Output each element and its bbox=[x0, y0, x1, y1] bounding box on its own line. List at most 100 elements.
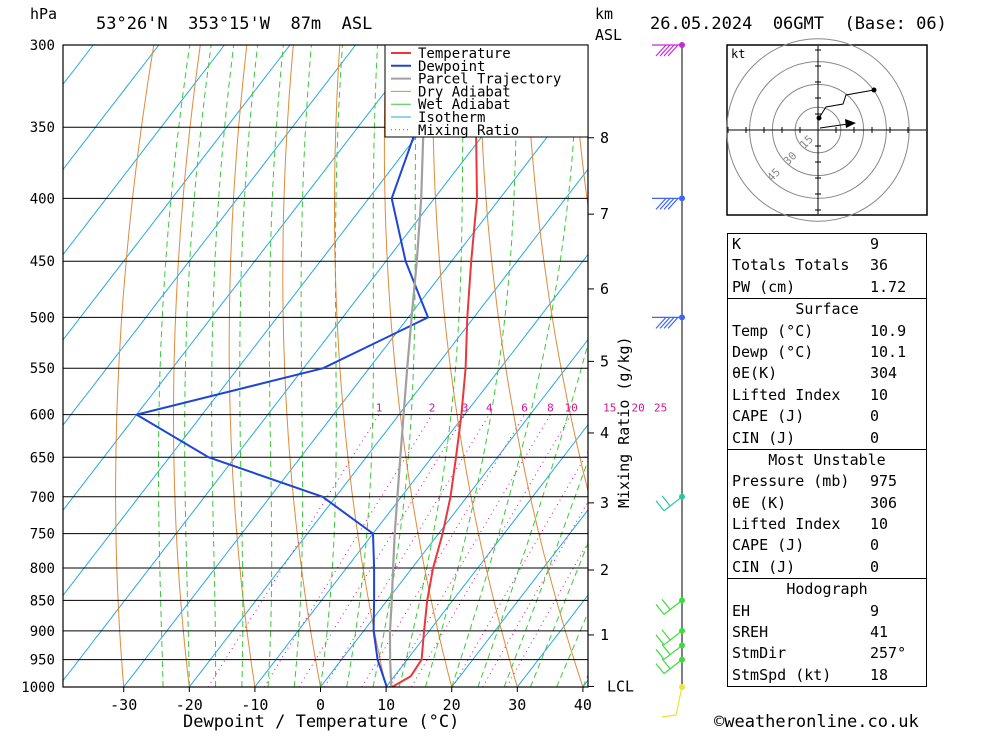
height-tick-label: 1 bbox=[600, 626, 609, 644]
x-tick-label: -30 bbox=[110, 696, 137, 714]
stat-row: θE (K)306 bbox=[728, 493, 926, 514]
stat-row: CAPE (J)0 bbox=[728, 406, 926, 427]
wind-barb bbox=[656, 657, 685, 674]
wind-barb bbox=[652, 42, 685, 56]
axes: 3003504004505005506006507007508008509009… bbox=[21, 38, 634, 714]
wind-barb bbox=[662, 684, 685, 717]
hodograph-point bbox=[817, 116, 822, 121]
copyright-footer: ©weatheronline.co.uk bbox=[714, 712, 919, 732]
pressure-tick-label: 350 bbox=[30, 120, 55, 136]
mixing-ratio-line bbox=[453, 415, 610, 687]
height-tick-label: 8 bbox=[600, 129, 609, 147]
surface-title: Surface bbox=[728, 299, 926, 320]
pressure-tick-label: 500 bbox=[30, 310, 55, 326]
height-tick-label: 5 bbox=[600, 352, 609, 370]
pressure-tick-label: 1000 bbox=[21, 680, 55, 696]
dry-adiabat-line bbox=[944, 45, 1000, 687]
wet-adiabat-line bbox=[452, 45, 579, 687]
wind-barb-feather bbox=[662, 715, 676, 717]
dry-adiabat-line bbox=[229, 45, 255, 687]
pressure-tick-label: 450 bbox=[30, 254, 55, 270]
dry-adiabat-line bbox=[433, 45, 518, 687]
profiles bbox=[137, 45, 477, 687]
isotherm-line bbox=[0, 45, 159, 687]
wet-adiabat-line bbox=[212, 45, 234, 687]
wind-barb bbox=[652, 314, 685, 328]
pressure-tick-label: 300 bbox=[30, 38, 55, 54]
wind-barb-shaft bbox=[664, 660, 682, 674]
wind-barb-feather bbox=[656, 604, 664, 614]
hodograph-stats-title: Hodograph bbox=[728, 579, 926, 600]
wind-barb-feather bbox=[662, 599, 670, 609]
stat-row: CAPE (J)0 bbox=[728, 535, 926, 556]
mixing-ratio-label: 3 bbox=[462, 402, 469, 415]
wet-adiabat-line bbox=[347, 45, 378, 687]
hodograph-point bbox=[872, 88, 877, 93]
pressure-tick-label: 600 bbox=[30, 408, 55, 424]
mixing-ratio-label: 6 bbox=[521, 402, 528, 415]
wind-barb-shaft bbox=[664, 645, 682, 659]
dry-adiabat-line bbox=[116, 45, 154, 687]
height-tick-label: 4 bbox=[600, 424, 609, 442]
mixing-ratio-label: 20 bbox=[631, 402, 644, 415]
stat-row: StmSpd (kt)18 bbox=[728, 665, 926, 686]
surface-block: Surface Temp (°C)10.9 Dewp (°C)10.1 θE(K… bbox=[727, 298, 927, 449]
pressure-tick-label: 850 bbox=[30, 593, 55, 609]
pressure-tick-label: 950 bbox=[30, 653, 55, 669]
wind-barb-shaft bbox=[676, 687, 682, 715]
wind-barb-feather bbox=[656, 501, 664, 511]
pressure-tick-label: 400 bbox=[30, 191, 55, 207]
pressure-unit-label: hPa bbox=[30, 5, 57, 23]
stat-row: PW (cm)1.72 bbox=[728, 277, 926, 298]
mixing-ratio-label: 4 bbox=[486, 402, 493, 415]
wind-barb-feather bbox=[662, 644, 670, 654]
pressure-tick-label: 900 bbox=[30, 624, 55, 640]
wind-barb-feather bbox=[656, 664, 664, 674]
stat-row: Dewp (°C)10.1 bbox=[728, 342, 926, 363]
pressure-tick-label: 800 bbox=[30, 561, 55, 577]
legend-label: Mixing Ratio bbox=[418, 123, 519, 139]
mixing-ratio-label: 1 bbox=[376, 402, 383, 415]
asl-label: ASL bbox=[595, 26, 622, 44]
hodograph-unit: kt bbox=[731, 47, 745, 61]
km-unit-label: km bbox=[595, 5, 613, 23]
mixing-ratio-line bbox=[390, 415, 551, 687]
stat-row: CIN (J)0 bbox=[728, 428, 926, 449]
wind-barb bbox=[656, 494, 685, 511]
wind-barb-shaft bbox=[664, 631, 682, 645]
wind-barb bbox=[652, 195, 685, 209]
stat-row: Temp (°C)10.9 bbox=[728, 321, 926, 342]
wet-adiabat-line bbox=[294, 45, 311, 687]
dry-adiabat-line bbox=[991, 45, 1000, 687]
x-tick-label: 40 bbox=[574, 696, 592, 714]
height-tick-label: 3 bbox=[600, 494, 609, 512]
mixing-ratio-label: 25 bbox=[654, 402, 667, 415]
isotherm-line bbox=[58, 45, 552, 687]
most-unstable-title: Most Unstable bbox=[728, 450, 926, 471]
height-tick-label: 2 bbox=[600, 561, 609, 579]
wind-barb-shaft bbox=[664, 497, 682, 511]
x-axis-title: Dewpoint / Temperature (°C) bbox=[183, 712, 459, 732]
wind-barb-feather bbox=[656, 649, 664, 659]
mixing-ratio-line bbox=[299, 415, 465, 687]
wind-barb-feather bbox=[662, 496, 670, 506]
height-tick-label: 6 bbox=[600, 280, 609, 298]
datetime-title: 26.05.2024 06GMT (Base: 06) bbox=[650, 14, 947, 34]
wind-barb bbox=[656, 628, 685, 645]
height-tick-label: LCL bbox=[607, 678, 634, 696]
dry-adiabat-line bbox=[335, 45, 387, 687]
mixing-ratio-label: 2 bbox=[429, 402, 436, 415]
isotherm-line bbox=[189, 45, 683, 687]
wind-barb-feather bbox=[656, 635, 664, 645]
most-unstable-block: Most Unstable Pressure (mb)975 θE (K)306… bbox=[727, 449, 927, 578]
